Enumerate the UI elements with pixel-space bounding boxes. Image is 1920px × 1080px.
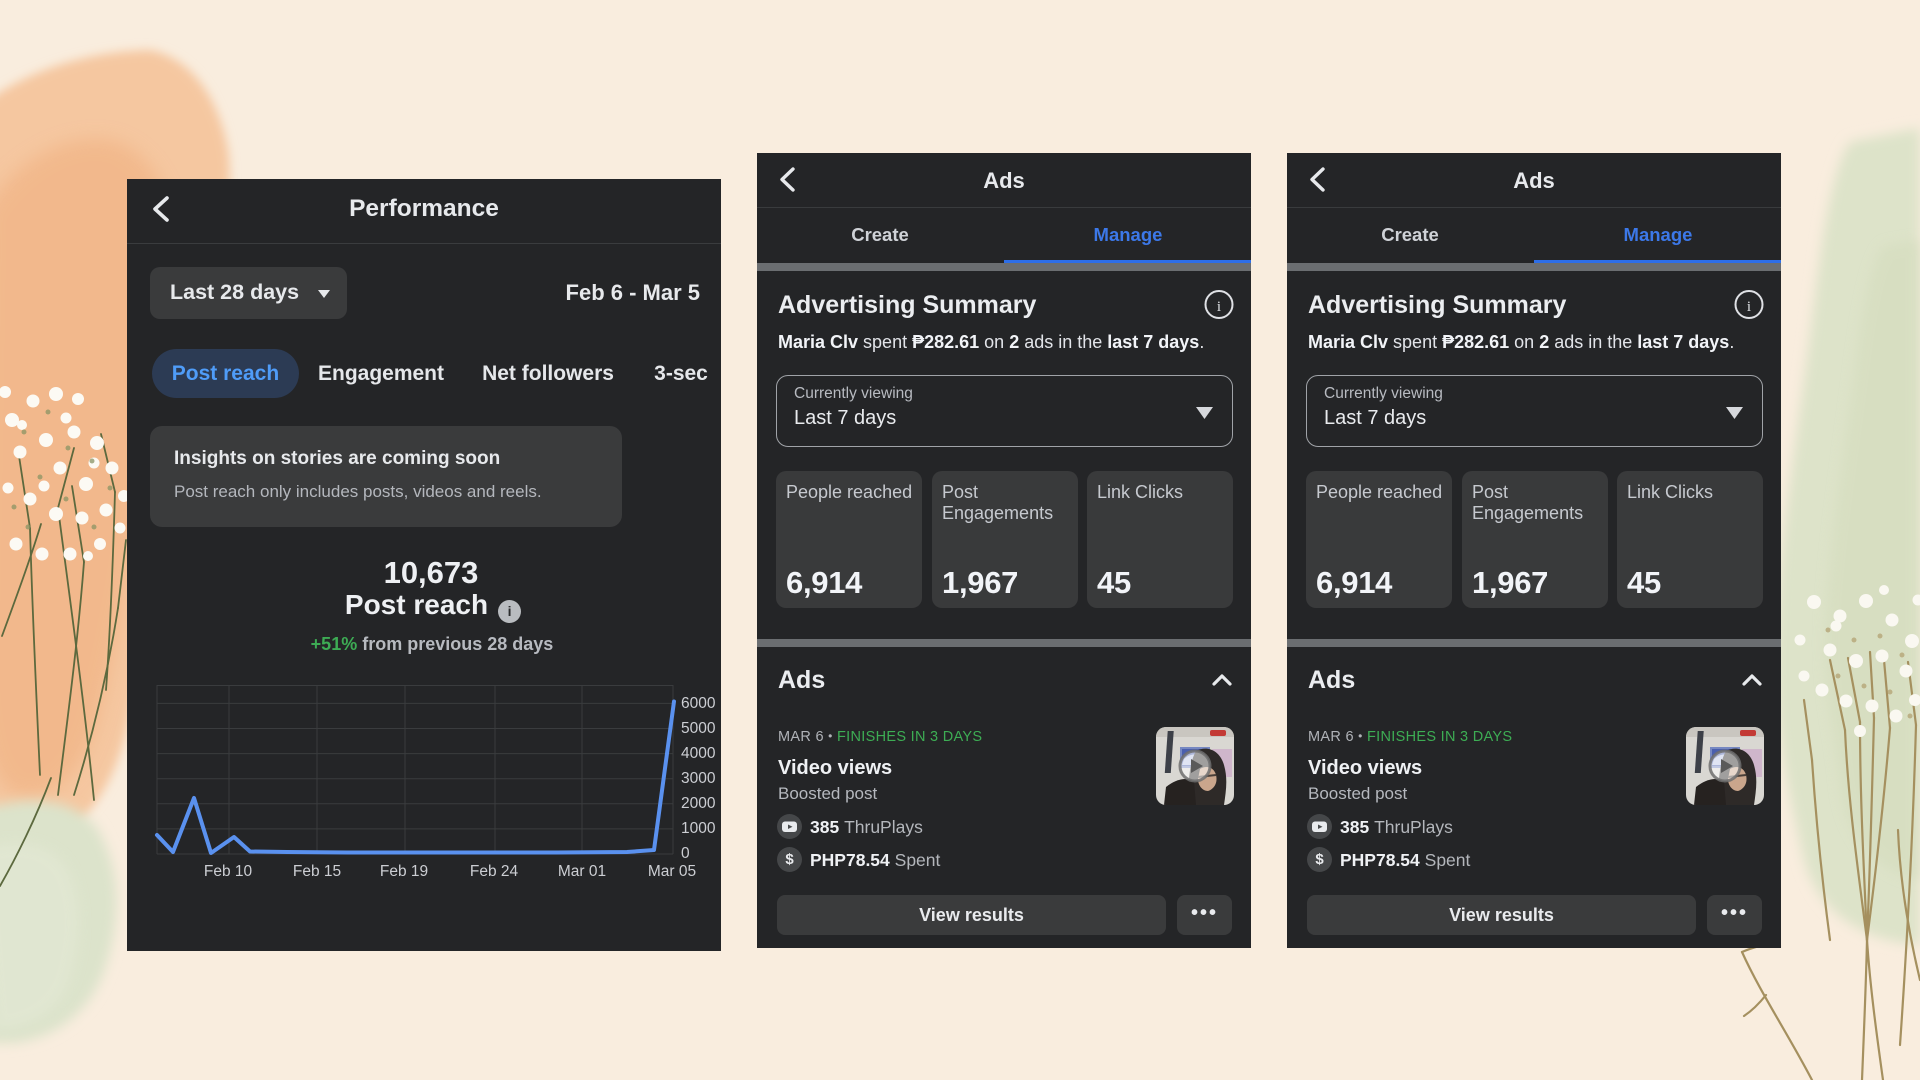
svg-text:4000: 4000 — [681, 745, 716, 762]
svg-text:Feb 19: Feb 19 — [380, 863, 428, 880]
svg-text:Feb 10: Feb 10 — [204, 863, 253, 880]
svg-text:3000: 3000 — [681, 770, 716, 787]
svg-text:Mar 01: Mar 01 — [558, 863, 606, 880]
svg-text:2000: 2000 — [681, 795, 716, 812]
svg-text:i: i — [1747, 299, 1751, 315]
svg-text:1000: 1000 — [681, 820, 716, 837]
svg-text:6000: 6000 — [681, 695, 716, 712]
svg-text:Feb 24: Feb 24 — [470, 863, 519, 880]
svg-text:Feb 15: Feb 15 — [293, 863, 341, 880]
svg-text:i: i — [1217, 299, 1221, 315]
svg-text:5000: 5000 — [681, 720, 716, 737]
svg-text:Mar 05: Mar 05 — [648, 863, 696, 880]
svg-text:0: 0 — [681, 845, 690, 862]
